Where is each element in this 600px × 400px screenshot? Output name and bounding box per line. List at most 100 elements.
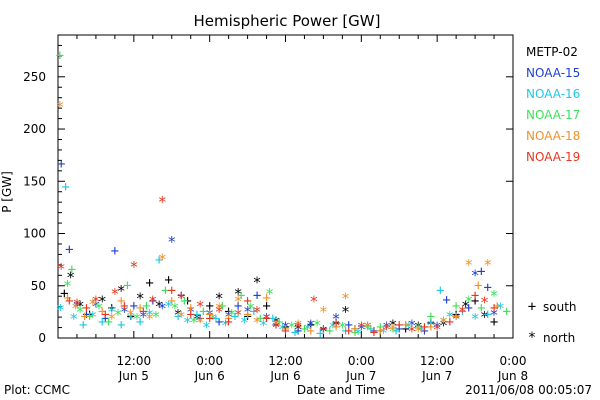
data-point-metp-02: + [281,320,289,336]
data-point-noaa-17: * [246,300,255,318]
data-point-noaa-18: * [388,321,397,339]
data-point-noaa-19: + [490,301,498,317]
data-point-noaa-16: * [183,313,192,331]
data-point-metp-02: + [332,315,340,331]
data-point-noaa-16: * [69,310,78,328]
data-point-noaa-19: * [309,292,318,310]
data-point-noaa-15: * [471,266,480,284]
data-point-noaa-18: * [196,313,205,331]
data-point-noaa-18: * [215,300,224,318]
data-point-noaa-15: * [120,303,129,321]
data-point-noaa-15: * [433,319,442,337]
data-point-noaa-18: + [80,309,88,325]
legend-entry-metp-02: METP-02 [526,45,578,59]
data-point-noaa-17: + [199,304,207,320]
data-point-noaa-16: + [193,307,201,323]
data-point-metp-02: * [480,308,489,326]
data-point-noaa-19: + [446,314,454,330]
x-tick-label-time: 12:00 [420,354,455,368]
x-tick-label-date: Jun 6 [194,369,225,383]
data-point-metp-02: * [155,298,164,316]
data-point-noaa-15: + [253,288,261,304]
data-point-noaa-18: + [205,307,213,323]
data-point-noaa-19: + [281,324,289,340]
data-point-noaa-17: * [490,287,499,305]
data-point-noaa-17: + [142,299,150,315]
x-tick-label-date: Jun 6 [269,369,300,383]
data-point-noaa-17: * [132,310,141,328]
data-point-noaa-19: + [344,324,352,340]
data-point-noaa-17: + [376,320,384,336]
data-point-noaa-15: * [139,308,148,326]
data-point-noaa-17: + [256,311,264,327]
data-point-metp-02: + [490,314,498,330]
data-point-noaa-19: * [382,321,391,339]
data-point-noaa-16: + [367,322,375,338]
data-point-noaa-16: * [107,303,116,321]
data-point-noaa-19: + [395,317,403,333]
data-point-noaa-19: * [253,303,262,321]
y-tick-label: 200 [23,122,46,136]
data-point-noaa-15: * [186,303,195,321]
legend-entry-noaa-17: NOAA-17 [526,108,580,122]
data-point-noaa-19: * [272,319,281,337]
data-point-noaa-16: * [240,313,249,331]
data-point-noaa-18: + [332,320,340,336]
data-point-noaa-15: + [234,299,242,315]
footer-plot-credit: Plot: CCMC [4,383,70,397]
data-point-noaa-15: + [294,324,302,340]
data-point-metp-02: + [224,304,232,320]
data-point-noaa-17: + [218,299,226,315]
data-point-noaa-15: + [65,242,73,258]
data-point-metp-02: * [66,268,75,286]
data-point-noaa-16: + [174,309,182,325]
data-point-noaa-16: + [155,253,163,269]
data-point-metp-02: + [262,299,270,315]
data-point-noaa-16: * [259,316,268,334]
data-point-noaa-15: + [442,292,450,308]
data-point-noaa-19: * [294,319,303,337]
data-point-metp-02: + [243,309,251,325]
data-point-noaa-16: * [164,298,173,316]
data-point-noaa-17: * [363,321,372,339]
data-point-noaa-16: + [231,309,239,325]
data-point-noaa-17: + [161,283,169,299]
data-point-noaa-19: * [129,258,138,276]
data-point-noaa-15: * [382,319,391,337]
data-point-noaa-18: * [177,308,186,326]
data-point-noaa-15: * [306,316,315,334]
data-point-noaa-16: * [88,308,97,326]
data-point-noaa-18: * [439,313,448,331]
legend-entry-noaa-18: NOAA-18 [526,129,580,143]
data-point-noaa-15: + [395,322,403,338]
data-point-noaa-15: * [158,300,167,318]
data-point-noaa-16: + [316,326,324,342]
data-point-noaa-17: * [208,310,217,328]
data-point-metp-02: * [363,319,372,337]
x-tick-label-time: 0:00 [500,354,527,368]
data-point-metp-02: * [341,303,350,321]
data-point-noaa-17: + [351,325,359,341]
data-point-noaa-15: + [82,307,90,323]
y-tick-label: 150 [23,174,46,188]
x-axis-label: Date and Time [297,383,385,397]
data-point-noaa-18: * [464,256,473,274]
legend-marker-label-south: south [543,300,577,314]
data-point-noaa-18: + [186,301,194,317]
data-point-noaa-17: * [287,319,296,337]
data-point-noaa-17: + [85,309,93,325]
y-axis: 0 50 100 150 200 250 [23,44,513,345]
data-point-noaa-15: * [243,303,252,321]
data-point-noaa-18: + [136,301,144,317]
data-point-noaa-15: * [205,306,214,324]
data-point-noaa-15: + [319,322,327,338]
data-point-noaa-16: + [436,283,444,299]
data-point-metp-02: + [307,317,315,333]
data-point-noaa-18: + [427,320,435,336]
data-point-metp-02: * [461,298,470,316]
data-point-noaa-15: * [72,298,81,316]
data-point-noaa-15: + [101,311,109,327]
data-point-noaa-17: * [227,306,236,324]
data-point-noaa-18: + [493,299,501,315]
data-point-noaa-17: + [427,309,435,325]
